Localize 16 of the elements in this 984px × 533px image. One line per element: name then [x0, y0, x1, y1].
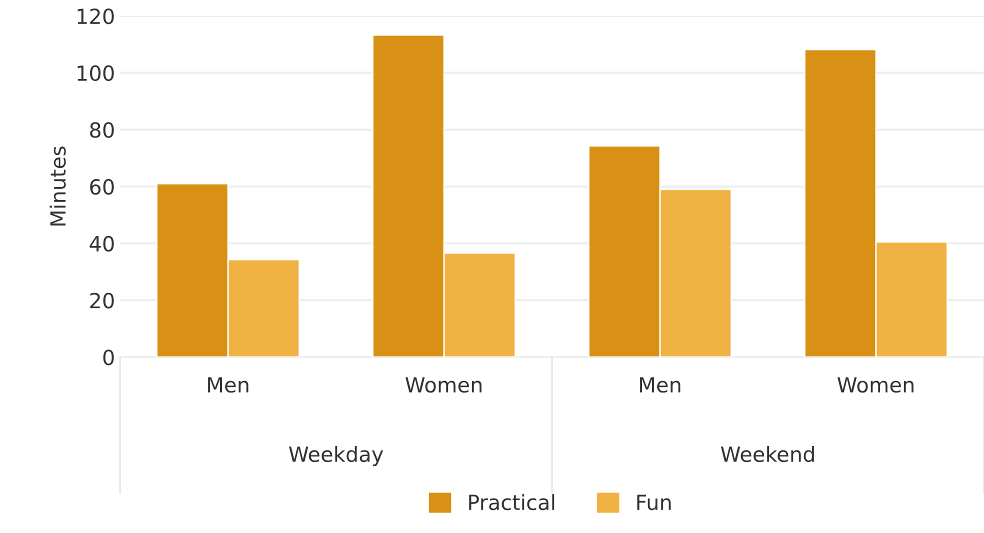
y-tick-label: 80 [90, 122, 114, 138]
y-tick-label: 20 [90, 292, 114, 308]
y-tick-label: 120 [78, 8, 114, 24]
x-tick-label: Women [406, 377, 482, 393]
legend-label: Practical [469, 494, 554, 510]
x-tick-label: Men [208, 377, 248, 393]
y-tick-label: 0 [103, 350, 114, 366]
x-tick-label: Men [640, 377, 680, 393]
text: Weekday [289, 446, 384, 466]
x-tick-label: Women [837, 377, 914, 393]
y-tick-label: 100 [78, 65, 114, 82]
legend-label: Fun [637, 494, 671, 510]
y-tick-label: 40 [90, 236, 114, 252]
y-tick-label: 60 [90, 179, 114, 195]
text: Weekend [720, 446, 814, 462]
y-axis-title: Minutes [50, 146, 66, 226]
